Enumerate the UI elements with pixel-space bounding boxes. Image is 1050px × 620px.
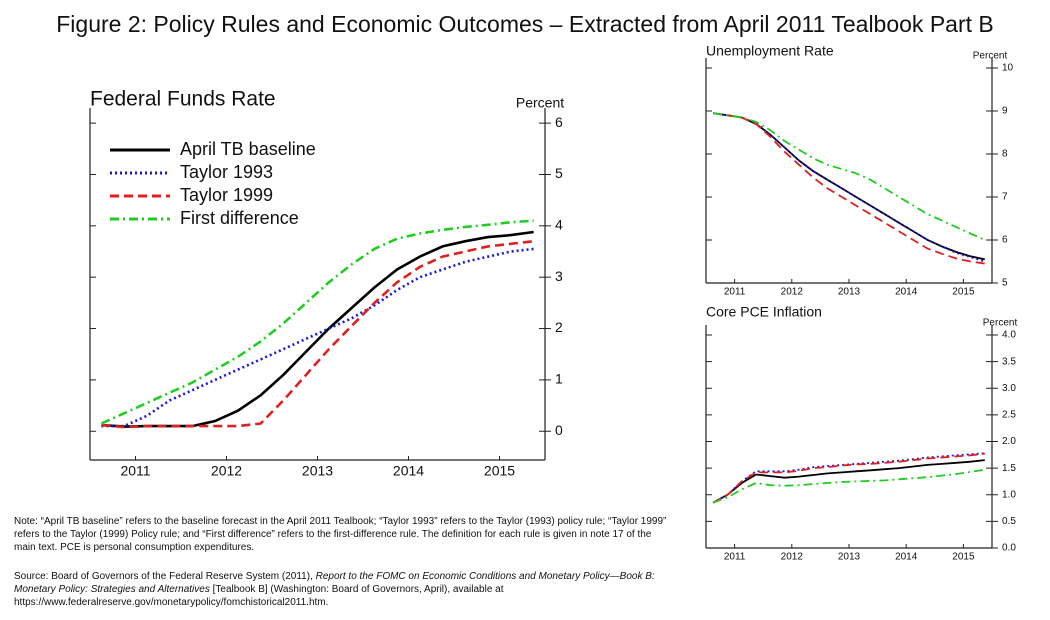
chart-title: Unemployment Rate: [706, 43, 834, 59]
source-suffix: [Tealbook B] (Washington: Board of Gover…: [14, 584, 504, 608]
series-line: [712, 112, 986, 263]
x-tick-label: 2013: [838, 552, 861, 563]
y-tick-label: 3.0: [1002, 383, 1016, 394]
x-tick-label: 2014: [895, 552, 918, 563]
x-tick-label: 2013: [838, 287, 861, 298]
series-line: [712, 452, 985, 504]
x-tick-label: 2014: [393, 463, 424, 479]
y-axis-label: Percent: [973, 51, 1008, 62]
figure-title: Figure 2: Policy Rules and Economic Outc…: [56, 11, 994, 37]
note: Note: “April TB baseline” refers to the …: [14, 516, 667, 553]
y-tick-label: 4.0: [1002, 330, 1016, 341]
y-tick-label: 0.0: [1002, 543, 1016, 554]
y-tick-label: 8: [1002, 149, 1008, 160]
y-tick-label: 3.5: [1002, 356, 1016, 367]
source-report: Report to the FOMC on Economic Condition…: [14, 571, 655, 595]
x-tick-label: 2011: [120, 463, 150, 479]
legend-label: Taylor 1999: [180, 185, 273, 205]
x-tick-label: 2015: [484, 463, 515, 479]
series-line: [712, 112, 986, 241]
series-line: [100, 219, 534, 425]
y-tick-label: 10: [1002, 63, 1014, 74]
x-tick-label: 2012: [781, 552, 804, 563]
series-line: [101, 239, 534, 429]
y-tick-label: 3: [555, 268, 563, 284]
y-axis-label: Percent: [516, 95, 564, 111]
x-tick-label: 2011: [724, 287, 746, 298]
x-tick-label: 2014: [895, 287, 918, 298]
y-tick-label: 5: [555, 165, 563, 181]
y-tick-label: 4: [555, 217, 563, 233]
series-line: [101, 247, 534, 428]
y-tick-label: 2.5: [1002, 410, 1016, 421]
legend-label: April TB baseline: [180, 139, 316, 159]
chart-title: Federal Funds Rate: [90, 88, 276, 111]
y-tick-label: 1.5: [1002, 463, 1016, 474]
x-tick-label: 2012: [781, 287, 804, 298]
y-tick-label: 7: [1002, 192, 1008, 203]
y-tick-label: 6: [555, 114, 563, 130]
y-tick-label: 6: [1002, 235, 1008, 246]
x-tick-label: 2013: [302, 463, 333, 479]
legend-label: Taylor 1993: [180, 162, 273, 182]
x-tick-label: 2015: [952, 287, 975, 298]
y-tick-label: 0: [555, 422, 563, 438]
chart-title: Core PCE Inflation: [706, 304, 822, 320]
y-tick-label: 2: [555, 319, 563, 335]
y-tick-label: 1: [555, 371, 563, 387]
x-tick-label: 2012: [211, 463, 242, 479]
y-tick-label: 0.5: [1002, 516, 1016, 527]
series-line: [712, 112, 985, 265]
series-line: [712, 112, 985, 261]
y-tick-label: 9: [1002, 106, 1008, 117]
legend-label: First difference: [180, 208, 299, 228]
source: Source: Board of Governors of the Federa…: [14, 570, 674, 609]
source-prefix: Source: Board of Governors of the Federa…: [14, 571, 316, 582]
series-line: [712, 452, 985, 504]
x-tick-label: 2015: [952, 552, 975, 563]
series-line: [712, 459, 985, 504]
y-tick-label: 1.0: [1002, 489, 1016, 500]
series-line: [712, 468, 985, 504]
y-tick-label: 5: [1002, 278, 1008, 289]
y-axis-label: Percent: [983, 318, 1018, 329]
x-tick-label: 2011: [724, 552, 746, 563]
y-tick-label: 2.0: [1002, 436, 1016, 447]
